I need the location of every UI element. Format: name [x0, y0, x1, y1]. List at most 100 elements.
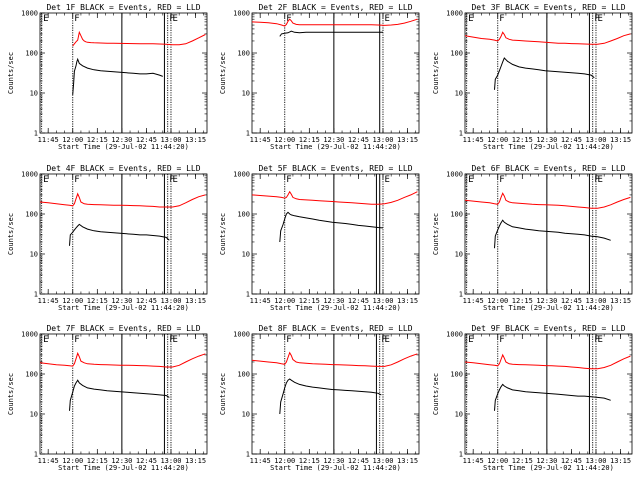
- x-tick-label: 11:45: [38, 136, 59, 144]
- x-tick-label: 12:45: [561, 136, 582, 144]
- marker-label-F: F: [286, 175, 291, 185]
- x-tick-label: 13:15: [397, 136, 418, 144]
- plot-frame: [251, 173, 420, 295]
- x-axis-label: Start Time (29-Jul-02 11:44:20): [58, 464, 189, 472]
- plot-frame: [39, 333, 208, 455]
- y-tick-label: 10: [455, 90, 463, 98]
- x-tick-label: 11:45: [463, 136, 484, 144]
- y-tick-label: 100: [450, 50, 463, 58]
- marker-label-E: E: [597, 14, 602, 24]
- series-lld: [464, 192, 631, 209]
- y-axis-label: Counts/sec: [219, 213, 227, 255]
- y-tick-label: 100: [237, 211, 250, 219]
- series-events: [279, 30, 383, 37]
- series-lld: [72, 30, 206, 47]
- plot-frame: [39, 12, 208, 134]
- series-lld: [464, 31, 631, 45]
- chart-title: Det 4F BLACK = Events, RED = LLD: [46, 164, 200, 173]
- panel-det-5: Det 5F BLACK = Events, RED = LLD 1 10 100 10…: [219, 164, 420, 312]
- x-tick-label: 11:45: [463, 297, 484, 305]
- plot-frame: [464, 173, 633, 295]
- marker-label-E: E: [172, 175, 177, 185]
- marker-label-F: F: [169, 335, 174, 345]
- marker-label-E: E: [172, 14, 177, 24]
- x-tick-label: 12:15: [512, 457, 533, 465]
- y-tick-label: 1000: [233, 331, 250, 339]
- x-axis-label: Start Time (29-Jul-02 11:44:20): [483, 304, 614, 312]
- x-tick-label: 12:45: [561, 297, 582, 305]
- y-tick-label: 100: [25, 371, 38, 379]
- x-axis-label: Start Time (29-Jul-02 11:44:20): [270, 304, 401, 312]
- marker-label-F: F: [499, 14, 504, 24]
- x-tick-label: 13:00: [585, 457, 606, 465]
- panel-det-9: Det 9F BLACK = Events, RED = LLD 1 10 100 10…: [432, 324, 633, 472]
- marker-label-F: F: [594, 175, 599, 185]
- x-axis-label: Start Time (29-Jul-02 11:44:20): [270, 143, 401, 151]
- panel-det-2: Det 2F BLACK = Events, RED = LLD 1 10 100 10…: [219, 3, 420, 151]
- y-axis-label: Counts/sec: [432, 52, 440, 94]
- plot-frame: [251, 12, 420, 134]
- x-tick-label: 12:45: [348, 136, 369, 144]
- y-axis-label: Counts/sec: [7, 52, 15, 94]
- series-events: [69, 379, 170, 411]
- x-axis-label: Start Time (29-Jul-02 11:44:20): [58, 304, 189, 312]
- y-tick-label: 100: [25, 211, 38, 219]
- series-lld: [251, 190, 418, 205]
- series-lld: [39, 192, 206, 208]
- marker-label-F: F: [381, 335, 386, 345]
- x-tick-label: 12:30: [323, 136, 344, 144]
- x-tick-label: 12:00: [62, 457, 83, 465]
- x-tick-label: 13:00: [160, 297, 181, 305]
- series-events: [494, 383, 611, 411]
- x-axis-label: Start Time (29-Jul-02 11:44:20): [270, 464, 401, 472]
- plot-frame: [251, 333, 420, 455]
- x-tick-label: 11:45: [38, 457, 59, 465]
- chart-title: Det 6F BLACK = Events, RED = LLD: [471, 164, 625, 173]
- marker-label-F: F: [169, 175, 174, 185]
- x-tick-label: 13:15: [397, 457, 418, 465]
- marker-label-E: E: [43, 335, 48, 345]
- x-tick-label: 11:45: [250, 457, 271, 465]
- y-tick-label: 100: [450, 211, 463, 219]
- marker-label-E: E: [384, 14, 389, 24]
- x-axis-label: Start Time (29-Jul-02 11:44:20): [483, 464, 614, 472]
- marker-label-F: F: [74, 175, 79, 185]
- y-tick-label: 10: [30, 411, 38, 419]
- series-lld: [464, 353, 631, 370]
- x-tick-label: 11:45: [250, 136, 271, 144]
- x-tick-label: 13:00: [585, 136, 606, 144]
- x-tick-label: 12:15: [87, 457, 108, 465]
- x-tick-label: 13:00: [160, 457, 181, 465]
- x-tick-label: 12:45: [348, 297, 369, 305]
- x-tick-label: 12:15: [299, 136, 320, 144]
- x-tick-label: 11:45: [463, 457, 484, 465]
- y-axis-label: Counts/sec: [432, 373, 440, 415]
- x-tick-label: 12:45: [348, 457, 369, 465]
- y-tick-label: 1000: [446, 171, 463, 179]
- y-tick-label: 1000: [446, 10, 463, 18]
- x-tick-label: 11:45: [38, 297, 59, 305]
- x-axis-label: Start Time (29-Jul-02 11:44:20): [483, 143, 614, 151]
- marker-label-F: F: [169, 14, 174, 24]
- y-tick-label: 1: [246, 130, 250, 138]
- panel-det-1: Det 1F BLACK = Events, RED = LLD 1 10 100 10…: [7, 3, 208, 151]
- marker-label-E: E: [384, 175, 389, 185]
- y-tick-label: 100: [450, 371, 463, 379]
- marker-label-F: F: [74, 14, 79, 24]
- y-tick-label: 1000: [21, 331, 38, 339]
- marker-label-F: F: [286, 335, 291, 345]
- marker-label-F: F: [286, 14, 291, 24]
- x-tick-label: 12:45: [136, 297, 157, 305]
- y-tick-label: 100: [25, 50, 38, 58]
- y-tick-label: 1: [246, 451, 250, 459]
- marker-label-E: E: [43, 175, 48, 185]
- y-tick-label: 1000: [446, 331, 463, 339]
- x-tick-label: 12:00: [487, 136, 508, 144]
- x-tick-label: 12:15: [87, 297, 108, 305]
- marker-label-E: E: [43, 14, 48, 24]
- x-tick-label: 12:00: [487, 297, 508, 305]
- y-tick-label: 10: [30, 90, 38, 98]
- chart-title: Det 7F BLACK = Events, RED = LLD: [46, 324, 200, 333]
- marker-label-E: E: [468, 335, 473, 345]
